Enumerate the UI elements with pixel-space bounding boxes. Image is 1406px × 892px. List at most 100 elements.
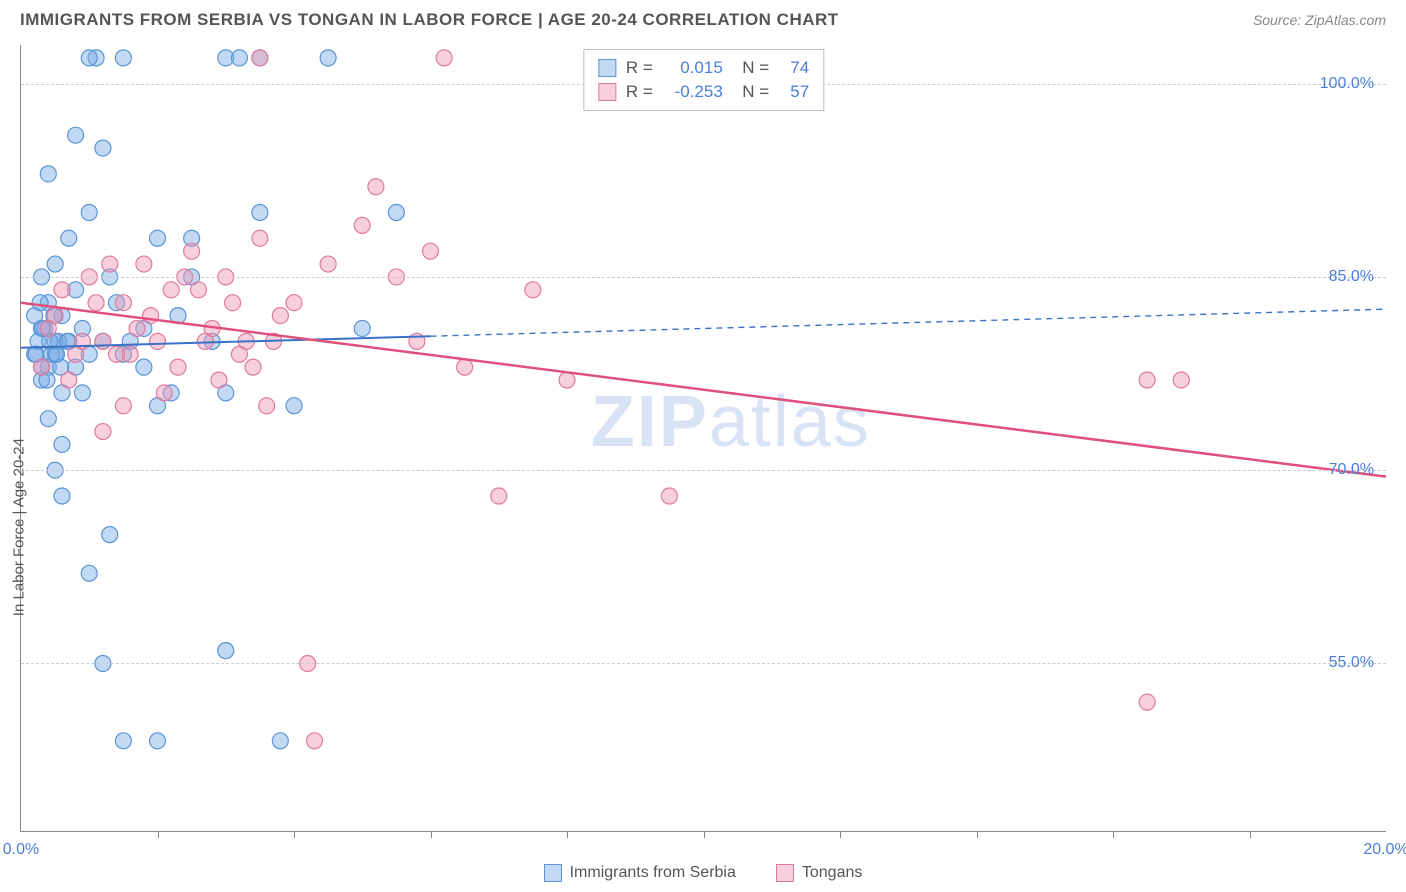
stat-n-value: 57: [779, 82, 809, 102]
regression-line-extrapolated: [431, 309, 1387, 336]
legend-item: Immigrants from Serbia: [544, 864, 736, 882]
data-point: [388, 205, 404, 221]
stats-legend-row: R = 0.015 N = 74: [598, 56, 809, 80]
x-tick-mark: [1113, 831, 1114, 838]
stat-r-value: -0.253: [663, 82, 723, 102]
data-point: [81, 205, 97, 221]
x-tick-mark: [704, 831, 705, 838]
y-tick-label: 100.0%: [1320, 75, 1374, 93]
data-point: [184, 243, 200, 259]
data-point: [306, 733, 322, 749]
x-tick-label: 0.0%: [3, 841, 39, 859]
chart-header: IMMIGRANTS FROM SERBIA VS TONGAN IN LABO…: [0, 0, 1406, 36]
data-point: [102, 527, 118, 543]
data-point: [259, 398, 275, 414]
data-point: [109, 346, 125, 362]
data-point: [1173, 372, 1189, 388]
data-point: [252, 50, 268, 66]
x-tick-mark: [977, 831, 978, 838]
data-point: [286, 398, 302, 414]
stat-r-value: 0.015: [663, 58, 723, 78]
x-tick-mark: [431, 831, 432, 838]
data-point: [156, 385, 172, 401]
legend-label: Immigrants from Serbia: [570, 864, 736, 882]
data-point: [661, 488, 677, 504]
data-point: [211, 372, 227, 388]
data-point: [95, 140, 111, 156]
stats-legend-row: R = -0.253 N = 57: [598, 80, 809, 104]
data-point: [150, 333, 166, 349]
data-point: [218, 643, 234, 659]
data-point: [54, 282, 70, 298]
x-tick-label: 20.0%: [1363, 841, 1406, 859]
data-point: [88, 295, 104, 311]
x-tick-mark: [567, 831, 568, 838]
data-point: [95, 424, 111, 440]
data-point: [54, 488, 70, 504]
data-point: [286, 295, 302, 311]
data-point: [129, 320, 145, 336]
data-point: [170, 359, 186, 375]
x-tick-mark: [840, 831, 841, 838]
data-point: [225, 295, 241, 311]
legend-swatch: [598, 83, 616, 101]
x-tick-mark: [294, 831, 295, 838]
data-point: [320, 50, 336, 66]
legend-label: Tongans: [802, 864, 863, 882]
data-point: [457, 359, 473, 375]
data-point: [525, 282, 541, 298]
source-attribution: Source: ZipAtlas.com: [1253, 12, 1386, 28]
data-point: [231, 50, 247, 66]
data-point: [245, 359, 261, 375]
data-point: [150, 230, 166, 246]
data-point: [32, 295, 48, 311]
data-point: [368, 179, 384, 195]
data-point: [136, 256, 152, 272]
data-point: [252, 205, 268, 221]
data-point: [436, 50, 452, 66]
data-point: [54, 436, 70, 452]
data-point: [115, 398, 131, 414]
data-point: [320, 256, 336, 272]
data-point: [47, 256, 63, 272]
legend-swatch: [544, 864, 562, 882]
data-point: [95, 333, 111, 349]
data-point: [272, 733, 288, 749]
data-point: [1139, 372, 1155, 388]
gridline: [21, 663, 1386, 664]
series-legend: Immigrants from Serbia Tongans: [0, 864, 1406, 882]
legend-item: Tongans: [776, 864, 863, 882]
data-point: [559, 372, 575, 388]
legend-swatch: [598, 59, 616, 77]
correlation-stats-legend: R = 0.015 N = 74 R = -0.253 N = 57: [583, 49, 824, 111]
data-point: [74, 385, 90, 401]
data-point: [491, 488, 507, 504]
data-point: [115, 733, 131, 749]
legend-swatch: [776, 864, 794, 882]
data-point: [102, 256, 118, 272]
scatter-plot-svg: [21, 45, 1386, 831]
data-point: [68, 127, 84, 143]
x-tick-mark: [1250, 831, 1251, 838]
y-tick-label: 55.0%: [1329, 654, 1374, 672]
gridline: [21, 277, 1386, 278]
data-point: [33, 359, 49, 375]
stat-n-label: N =: [733, 58, 769, 78]
x-tick-mark: [158, 831, 159, 838]
stat-n-label: N =: [733, 82, 769, 102]
data-point: [272, 308, 288, 324]
data-point: [81, 565, 97, 581]
chart-title: IMMIGRANTS FROM SERBIA VS TONGAN IN LABO…: [20, 10, 839, 30]
data-point: [197, 333, 213, 349]
stat-r-label: R =: [626, 82, 653, 102]
chart-plot-container: In Labor Force | Age 20-24 ZIPatlas R = …: [20, 45, 1386, 832]
data-point: [136, 359, 152, 375]
data-point: [1139, 694, 1155, 710]
data-point: [252, 230, 268, 246]
data-point: [163, 282, 179, 298]
data-point: [190, 282, 206, 298]
data-point: [354, 217, 370, 233]
stat-r-label: R =: [626, 58, 653, 78]
data-point: [115, 295, 131, 311]
data-point: [150, 733, 166, 749]
